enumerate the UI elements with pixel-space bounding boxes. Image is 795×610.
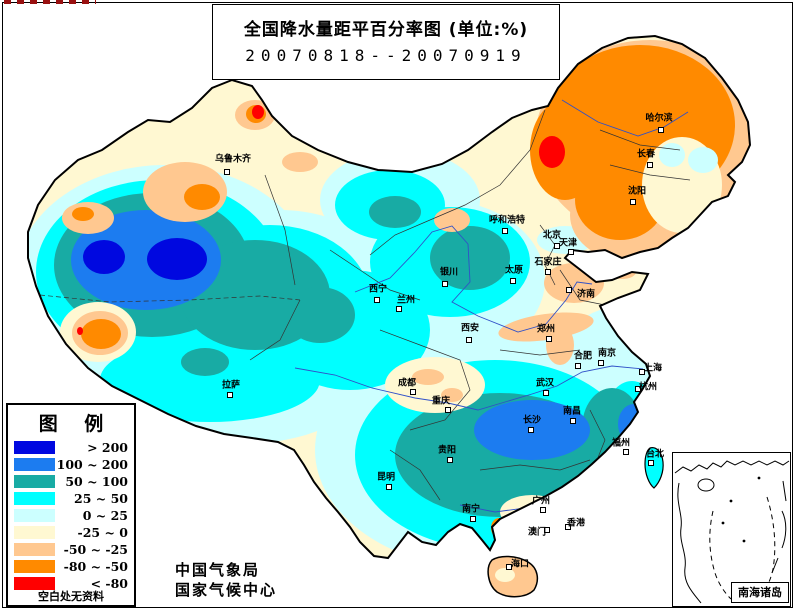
legend-label: 50 ~ 100 <box>65 474 128 489</box>
inset-label: 南海诸岛 <box>731 582 789 603</box>
legend-label: 0 ~ 25 <box>82 508 128 523</box>
legend-label: -80 ~ -50 <box>63 559 128 574</box>
legend-row: -50 ~ -25 <box>8 541 134 558</box>
legend-rows: > 200 100 ~ 200 50 ~ 100 25 ~ 50 0 ~ 25 -25 ~… <box>8 439 134 592</box>
legend-swatch <box>14 577 55 590</box>
legend-label: < -80 <box>90 576 128 591</box>
hainan-island <box>487 555 539 598</box>
nine-dash-line <box>709 496 776 600</box>
legend-label: -25 ~ 0 <box>77 525 128 540</box>
legend-row: 50 ~ 100 <box>8 473 134 490</box>
legend-swatch <box>14 441 55 454</box>
legend-swatch <box>14 492 55 505</box>
legend-swatch <box>14 458 55 471</box>
south-china-sea-inset: 南海诸岛 <box>672 452 791 607</box>
island-dots <box>721 476 761 543</box>
legend-header: 图 例 <box>38 413 104 435</box>
province-borders <box>39 109 691 501</box>
legend-row: < -80 <box>8 575 134 592</box>
legend-row: -80 ~ -50 <box>8 558 134 575</box>
china-outline <box>27 34 752 560</box>
taiwan-island <box>644 447 664 489</box>
title-box: 全国降水量距平百分率图 (单位:%) 20070818--20070919 <box>212 4 560 80</box>
legend-swatch <box>14 543 55 556</box>
legend-label: 25 ~ 50 <box>74 491 128 506</box>
map-date-range: 20070818--20070919 <box>245 46 527 65</box>
legend-footnote: 空白处无资料 <box>38 590 104 603</box>
legend-row: 25 ~ 50 <box>8 490 134 507</box>
legend-swatch <box>14 560 55 573</box>
agency-credit: 中国气象局 国家气候中心 <box>175 560 277 600</box>
map-title: 全国降水量距平百分率图 (单位:%) <box>243 20 529 40</box>
layer-gt200 <box>83 238 207 280</box>
agency-line2: 国家气候中心 <box>175 581 278 599</box>
inset-map <box>674 460 790 604</box>
legend-row: 0 ~ 25 <box>8 507 134 524</box>
layer-ne-pocket <box>642 137 722 233</box>
legend-swatch <box>14 526 55 539</box>
legend-row: > 200 <box>8 439 134 456</box>
agency-line1: 中国气象局 <box>175 561 261 579</box>
legend-label: -50 ~ -25 <box>63 542 128 557</box>
legend-swatch <box>14 475 55 488</box>
layer-lt-m80 <box>77 105 565 335</box>
legend-swatch <box>14 509 55 522</box>
legend-label: > 200 <box>87 440 128 455</box>
legend-row: -25 ~ 0 <box>8 524 134 541</box>
legend-box: 图 例 > 200 100 ~ 200 50 ~ 100 25 ~ 50 0 ~ 25 -… <box>6 403 136 607</box>
top-edge-artifact <box>4 0 96 4</box>
legend-row: 100 ~ 200 <box>8 456 134 473</box>
legend-label: 100 ~ 200 <box>56 457 128 472</box>
